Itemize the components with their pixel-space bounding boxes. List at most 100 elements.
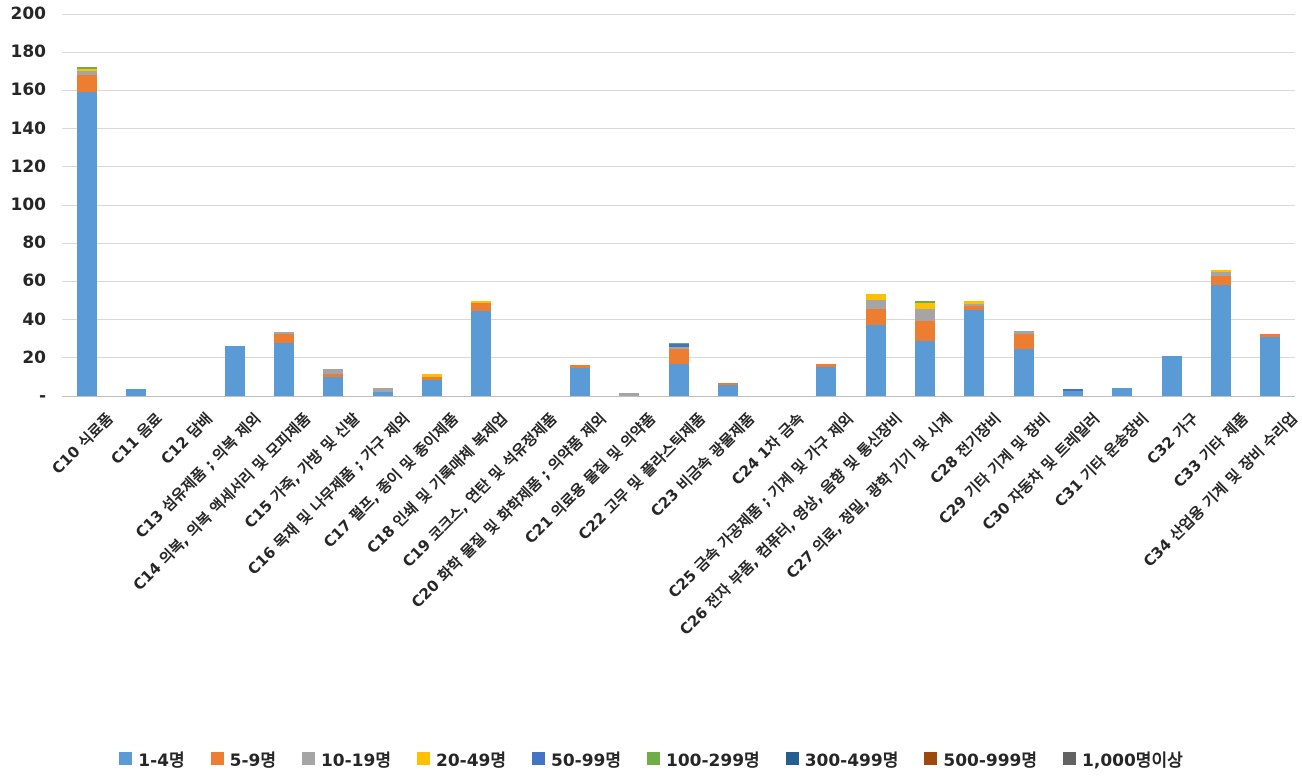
y-tick-label: 80	[22, 233, 46, 254]
bar-segment-1-4명	[372, 391, 393, 396]
bar-segment-20-49명	[964, 300, 985, 305]
bar-segment-1-4명	[421, 379, 442, 396]
gridline	[62, 13, 1295, 15]
bar-segment-1-4명	[1112, 388, 1133, 396]
bar-segment-5-9명	[668, 349, 689, 364]
gridline	[62, 166, 1295, 168]
bar-segment-1-4명	[865, 325, 886, 396]
bar-segment-20-49명	[1211, 269, 1232, 272]
bar-segment-5-9명	[816, 364, 837, 368]
legend-item-50-99명: 50-99명	[532, 746, 621, 771]
bar-segment-5-9명	[323, 373, 344, 377]
bar-segment-20-49명	[421, 374, 442, 377]
legend-marker-icon	[416, 752, 430, 765]
bar-segment-1-4명	[964, 310, 985, 396]
bar-segment-5-9명	[865, 309, 886, 326]
y-tick-label: -	[38, 386, 46, 406]
gridline	[62, 280, 1295, 282]
y-tick-label: 40	[22, 309, 46, 330]
legend-label: 1,000명이상	[1082, 751, 1183, 771]
legend-item-500-999명: 500-999명	[924, 746, 1037, 771]
gridline	[62, 204, 1295, 206]
bar-segment-10-19명	[668, 347, 689, 350]
bar-segment-5-9명	[421, 376, 442, 380]
bar-segment-20-49명	[471, 300, 492, 304]
y-tick-label: 20	[22, 347, 46, 368]
bar-segment-1-4명	[816, 367, 837, 396]
bar-segment-1-4명	[915, 340, 936, 396]
legend-label: 100-299명	[666, 751, 760, 771]
legend-marker-icon	[647, 752, 661, 765]
legend-label: 500-999명	[943, 751, 1038, 771]
bar-segment-100-299명	[76, 66, 97, 70]
legend-item-10-19명: 10-19명	[301, 746, 391, 771]
y-tick-label: 120	[10, 156, 47, 177]
gridline	[62, 242, 1295, 244]
bar-segment-5-9명	[471, 303, 492, 311]
legend-label: 10-19명	[320, 751, 391, 771]
legend-item-100-299명: 100-299명	[647, 746, 760, 771]
bar-segment-10-19명	[323, 369, 344, 374]
bar-segment-1-4명	[1211, 285, 1232, 396]
legend-marker-icon	[532, 752, 545, 765]
bar-segment-1-4명	[668, 363, 689, 396]
legend-marker-icon	[119, 752, 133, 765]
bar-segment-100-299명	[915, 300, 936, 304]
bar-segment-1-4명	[1161, 355, 1182, 396]
legend-marker-icon	[210, 752, 224, 765]
legend-label: 1-4명	[138, 751, 185, 771]
y-tick-label: 140	[10, 118, 47, 139]
legend-item-300-499명: 300-499명	[785, 746, 899, 771]
x-category-label: C11 음료	[107, 409, 167, 468]
y-tick-label: 100	[10, 195, 47, 215]
legend-item-20-49명: 20-49명	[416, 746, 506, 771]
legend-label: 5-9명	[229, 751, 276, 771]
bar-segment-50-99명	[1063, 389, 1084, 392]
legend-marker-icon	[301, 752, 315, 765]
gridline	[62, 319, 1295, 321]
bar-segment-5-9명	[915, 320, 936, 341]
gridline	[62, 128, 1295, 130]
bar-segment-20-49명	[915, 303, 936, 310]
legend-marker-icon	[1063, 752, 1077, 765]
bar-segment-5-9명	[1211, 275, 1232, 286]
legend-label: 50-99명	[551, 751, 622, 771]
y-tick-label: 200	[10, 4, 47, 24]
bar-segment-10-19명	[964, 304, 985, 307]
bar-segment-100-299명	[668, 342, 689, 345]
bar-segment-50-99명	[668, 344, 689, 348]
bar-segment-1-4명	[717, 385, 738, 396]
bar-segment-1-4명	[125, 389, 146, 396]
bar-segment-5-9명	[1260, 333, 1281, 337]
bar-segment-5-9명	[1013, 333, 1034, 350]
bar-segment-5-9명	[964, 306, 985, 311]
x-axis-line	[62, 395, 1295, 397]
bar-segment-5-9명	[717, 382, 738, 386]
bar-segment-1-4명	[569, 368, 590, 396]
y-tick-label: 180	[10, 42, 47, 63]
legend-marker-icon	[924, 752, 938, 765]
bar-segment-5-9명	[569, 365, 590, 369]
bar-segment-1-4명	[1013, 349, 1034, 396]
bar-segment-10-19명	[619, 393, 640, 396]
legend-marker-icon	[785, 752, 799, 765]
bar-segment-1-4명	[224, 346, 245, 396]
bar-segment-1-4명	[323, 376, 344, 396]
bar-segment-1-4명	[76, 92, 97, 396]
legend-label: 20-49명	[435, 751, 506, 771]
bar-segment-10-19명	[1211, 271, 1232, 276]
gridline	[62, 51, 1295, 53]
bar-segment-10-19명	[915, 309, 936, 321]
bar-segment-10-19명	[372, 388, 393, 392]
bar-segment-10-19명	[76, 71, 97, 76]
legend-label: 300-499명	[804, 751, 899, 771]
bar-segment-20-49명	[76, 69, 97, 72]
bar-segment-1-4명	[1063, 391, 1084, 396]
gridline	[62, 89, 1295, 91]
y-tick-label: 60	[22, 271, 46, 292]
bar-segment-1-4명	[1260, 336, 1281, 396]
bar-segment-5-9명	[273, 333, 294, 344]
bar-segment-10-19명	[865, 299, 886, 310]
bar-segment-1-4명	[471, 311, 492, 396]
